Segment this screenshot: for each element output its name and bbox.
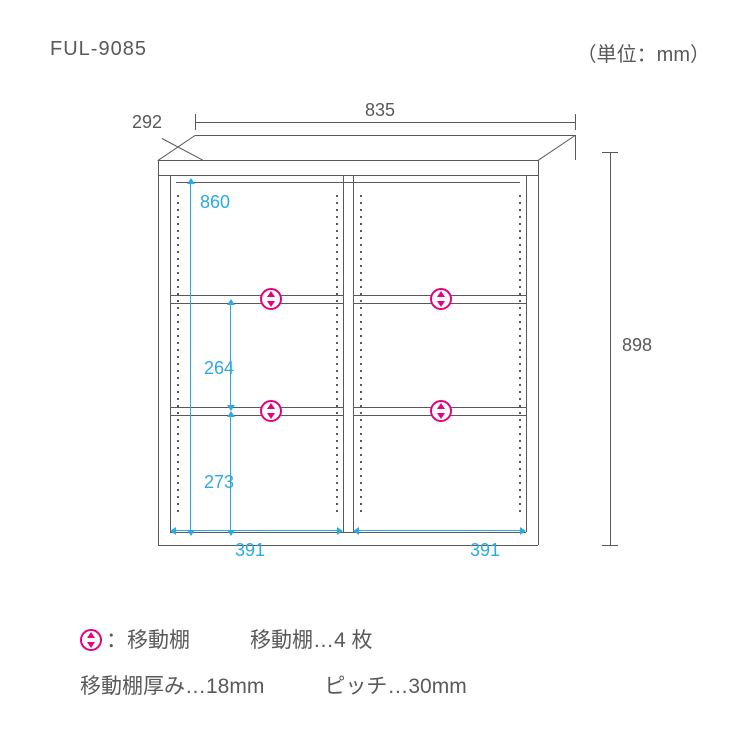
- adjustable-shelf-icon: [80, 629, 102, 651]
- dim-height-text: 898: [622, 335, 652, 356]
- model-label: FUL-9085: [50, 38, 147, 61]
- dim-inner-height: [190, 184, 191, 530]
- cabinet-left: [158, 160, 159, 545]
- cabinet-edge: [537, 135, 575, 161]
- unit-label: （単位：mm）: [577, 38, 710, 67]
- center-divider-r: [353, 175, 354, 532]
- dim-width-line: [195, 122, 575, 123]
- cabinet-inner-back: [176, 182, 520, 183]
- notes-section: ：移動棚 移動棚…4 枚 移動棚厚み…18mm ピッチ…30mm: [80, 618, 700, 710]
- shelf-2-top: [170, 407, 343, 408]
- cabinet-inner-left: [170, 175, 171, 532]
- dim-height-line: [610, 152, 611, 545]
- cabinet-edge: [158, 160, 538, 161]
- dim-width-text: 835: [365, 100, 395, 121]
- dim-inner-width-right: [359, 530, 520, 531]
- dim-inner-width-right-text: 391: [470, 540, 500, 561]
- dim-depth-text: 292: [132, 112, 162, 133]
- shelf-1-top: [170, 295, 343, 296]
- dim-inner-width-left-text: 391: [235, 540, 265, 561]
- adjustable-shelf-icon: [260, 288, 282, 310]
- cabinet-inner-bottom: [170, 532, 526, 533]
- adjustable-shelf-icon: [430, 288, 452, 310]
- dim-depth-line: [162, 138, 203, 160]
- dim-tick: [195, 114, 196, 130]
- cabinet-right: [538, 160, 539, 545]
- peg-holes: [336, 195, 338, 517]
- note-shelf-count: 移動棚…4 枚: [250, 618, 373, 664]
- adjustable-shelf-icon: [430, 400, 452, 422]
- dim-inner-height-text: 860: [200, 192, 230, 213]
- dim-mid-height: [230, 305, 231, 405]
- peg-holes: [177, 195, 179, 517]
- note-shelf-thickness: 移動棚厚み…18mm: [80, 664, 264, 710]
- dim-mid-height-text: 264: [204, 358, 234, 379]
- dim-bot-height-text: 273: [204, 472, 234, 493]
- peg-holes: [519, 195, 521, 517]
- cabinet-inner-right: [526, 175, 527, 532]
- peg-holes: [360, 195, 362, 517]
- dim-inner-width-left: [176, 530, 337, 531]
- adjustable-shelf-icon: [260, 400, 282, 422]
- dim-tick: [575, 114, 576, 130]
- shelf-2-bot: [170, 415, 343, 416]
- note-legend: ：移動棚: [80, 618, 190, 664]
- center-divider-l: [343, 175, 344, 532]
- shelf-1-bot: [170, 303, 343, 304]
- cabinet-top-front: [158, 175, 538, 176]
- cabinet-edge: [195, 135, 575, 136]
- note-pitch: ピッチ…30mm: [324, 664, 466, 710]
- dim-tick: [602, 152, 618, 153]
- shelf-diagram: 835 292 898 860: [100, 100, 660, 560]
- cabinet-edge: [575, 135, 576, 160]
- dim-tick: [602, 545, 618, 546]
